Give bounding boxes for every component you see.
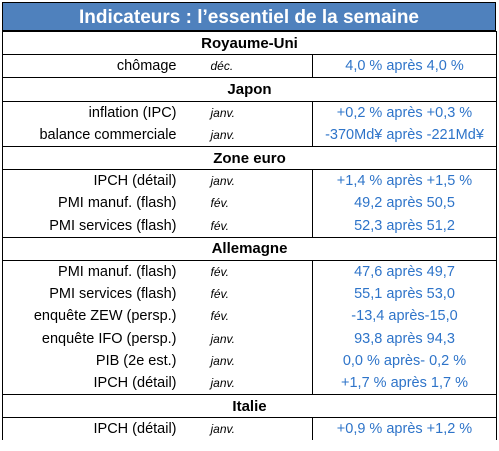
period-label: fév. — [206, 305, 313, 328]
indicator-name: enquête IFO (persp.) — [2, 327, 207, 350]
table-row: IPCH (détail) janv. +1,4 % après +1,5 % — [2, 169, 497, 193]
table-row: IPCH (détail) janv. +0,9 % après +1,2 % — [2, 417, 497, 441]
indicator-name: IPCH (détail) — [2, 371, 207, 395]
period-label: janv. — [206, 101, 313, 124]
period-label: janv. — [206, 417, 313, 441]
period-label: janv. — [206, 123, 313, 147]
section-title: Zone euro — [2, 145, 497, 171]
indicator-value: 52,3 après 51,2 — [312, 214, 497, 238]
section-title: Royaume-Uni — [2, 30, 497, 56]
period-label: janv. — [206, 327, 313, 350]
indicator-value: -13,4 après-15,0 — [312, 305, 497, 328]
table-row: PMI manuf. (flash) fév. 47,6 après 49,7 — [2, 260, 497, 284]
table-row: enquête ZEW (persp.) fév. -13,4 après-15,0 — [2, 305, 497, 328]
period-label: fév. — [206, 192, 313, 215]
section-header-row: Japon — [2, 77, 497, 102]
section-header-row: Royaume-Uni — [2, 30, 497, 56]
table-row: PMI services (flash) fév. 52,3 après 51,2 — [2, 214, 497, 238]
period-label: janv. — [206, 349, 313, 372]
indicator-value: 0,0 % après- 0,2 % — [312, 349, 497, 372]
section-title: Allemagne — [2, 236, 497, 261]
section-header-row: Italie — [2, 393, 497, 419]
section-header-row: Allemagne — [2, 236, 497, 261]
indicator-name: PMI services (flash) — [2, 283, 207, 306]
indicators-table: Royaume-Uni chômage déc. 4,0 % après 4,0 % J… — [2, 30, 497, 441]
section-title: Italie — [2, 393, 497, 419]
period-label: janv. — [206, 169, 313, 193]
period-label: déc. — [206, 54, 313, 78]
table-row: PIB (2e est.) janv. 0,0 % après- 0,2 % — [2, 349, 497, 372]
section-header-row: Zone euro — [2, 145, 497, 171]
table-row: chômage déc. 4,0 % après 4,0 % — [2, 54, 497, 78]
period-label: fév. — [206, 214, 313, 238]
section-title: Japon — [2, 77, 497, 102]
indicator-value: +0,9 % après +1,2 % — [312, 417, 497, 441]
table-row: balance commerciale janv. -370Md¥ après -2… — [2, 123, 497, 147]
indicator-name: chômage — [2, 54, 207, 78]
indicator-value: 4,0 % après 4,0 % — [312, 54, 497, 78]
indicator-name: PMI manuf. (flash) — [2, 260, 207, 284]
indicator-name: IPCH (détail) — [2, 169, 207, 193]
indicators-panel: Indicateurs : l’essentiel de la semaine … — [2, 2, 497, 441]
period-label: janv. — [206, 371, 313, 395]
panel-title: Indicateurs : l’essentiel de la semaine — [2, 2, 496, 31]
indicator-value: +0,2 % après +0,3 % — [312, 101, 497, 124]
indicator-value: +1,4 % après +1,5 % — [312, 169, 497, 193]
indicator-name: PMI manuf. (flash) — [2, 192, 207, 215]
indicator-name: enquête ZEW (persp.) — [2, 305, 207, 328]
table-row: IPCH (détail) janv. +1,7 % après 1,7 % — [2, 371, 497, 395]
indicator-value: -370Md¥ après -221Md¥ — [312, 123, 497, 147]
period-label: fév. — [206, 283, 313, 306]
indicator-name: PIB (2e est.) — [2, 349, 207, 372]
period-label: fév. — [206, 260, 313, 284]
indicator-value: 49,2 après 50,5 — [312, 192, 497, 215]
table-row: enquête IFO (persp.) janv. 93,8 après 94,3 — [2, 327, 497, 350]
indicator-value: +1,7 % après 1,7 % — [312, 371, 497, 395]
indicator-name: PMI services (flash) — [2, 214, 207, 238]
indicator-name: balance commerciale — [2, 123, 207, 147]
indicator-value: 47,6 après 49,7 — [312, 260, 497, 284]
table-row: inflation (IPC) janv. +0,2 % après +0,3 % — [2, 101, 497, 124]
indicator-name: inflation (IPC) — [2, 101, 207, 124]
indicator-value: 93,8 après 94,3 — [312, 327, 497, 350]
table-row: PMI manuf. (flash) fév. 49,2 après 50,5 — [2, 192, 497, 215]
table-row: PMI services (flash) fév. 55,1 après 53,0 — [2, 283, 497, 306]
indicator-value: 55,1 après 53,0 — [312, 283, 497, 306]
indicator-name: IPCH (détail) — [2, 417, 207, 441]
